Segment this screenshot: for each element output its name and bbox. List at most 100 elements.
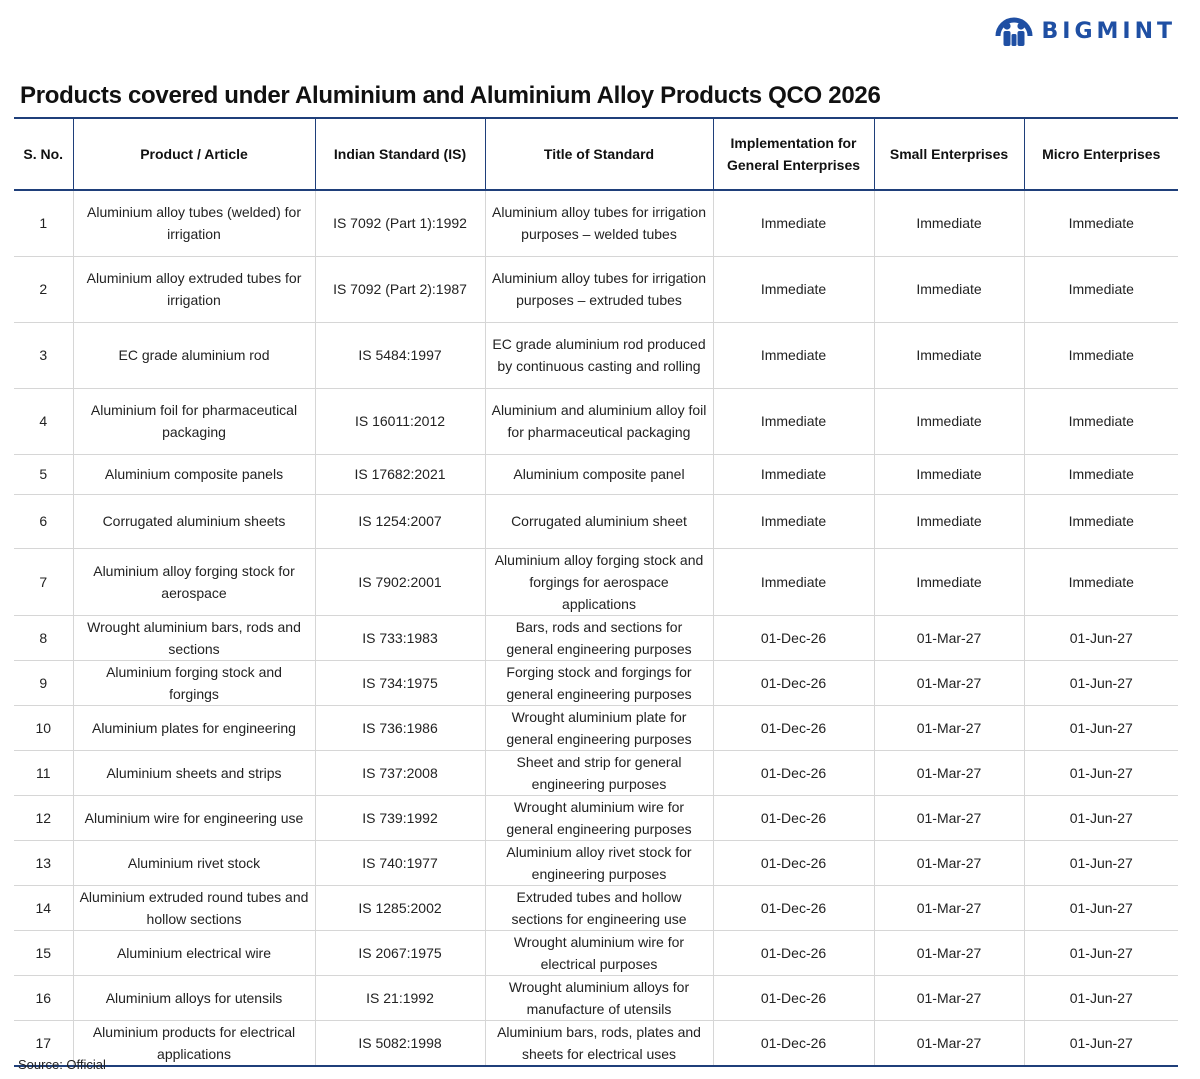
cell-product: Corrugated aluminium sheets: [72, 494, 315, 549]
cell-small-enterprises: 01-Mar-27: [873, 615, 1024, 661]
table-row: 3 EC grade aluminium rod IS 5484:1997 EC gr…: [14, 322, 1178, 389]
cell-title-of-standard: Forging stock and forgings for general e…: [484, 660, 713, 706]
cell-title-of-standard: Extruded tubes and hollow sections for e…: [484, 885, 713, 931]
table-row: 1 Aluminium alloy tubes (welded) for irri…: [14, 190, 1178, 257]
cell-general-enterprises: Immediate: [712, 388, 874, 455]
cell-indian-standard: IS 737:2008: [314, 750, 485, 796]
cell-sno: 2: [14, 256, 73, 323]
cell-micro-enterprises: 01-Jun-27: [1023, 885, 1178, 931]
cell-sno: 10: [14, 705, 73, 751]
cell-general-enterprises: Immediate: [712, 454, 874, 495]
qco-products-table: S. No. Product / Article Indian Standard…: [14, 117, 1178, 1067]
cell-sno: 16: [14, 975, 73, 1021]
source-note: Source: Official: [18, 1057, 106, 1072]
cell-title-of-standard: Bars, rods and sections for general engi…: [484, 615, 713, 661]
cell-title-of-standard: Aluminium alloy tubes for irrigation pur…: [484, 190, 713, 257]
cell-indian-standard: IS 5484:1997: [314, 322, 485, 389]
table-header-row: S. No. Product / Article Indian Standard…: [14, 117, 1178, 191]
cell-micro-enterprises: Immediate: [1023, 388, 1178, 455]
cell-small-enterprises: Immediate: [873, 454, 1024, 495]
cell-product: Aluminium composite panels: [72, 454, 315, 495]
header-micro-enterprises: Micro Enterprises: [1023, 117, 1178, 191]
cell-indian-standard: IS 17682:2021: [314, 454, 485, 495]
cell-product: Aluminium alloy extruded tubes for irrig…: [72, 256, 315, 323]
cell-product: Aluminium rivet stock: [72, 840, 315, 886]
cell-sno: 11: [14, 750, 73, 796]
cell-general-enterprises: 01-Dec-26: [712, 1020, 874, 1067]
cell-indian-standard: IS 7092 (Part 2):1987: [314, 256, 485, 323]
table-row: 17 Aluminium products for electrical appl…: [14, 1020, 1178, 1067]
table-row: 11 Aluminium sheets and strips IS 737:2008…: [14, 750, 1178, 796]
cell-general-enterprises: 01-Dec-26: [712, 660, 874, 706]
cell-product: Aluminium plates for engineering: [72, 705, 315, 751]
cell-product: Aluminium extruded round tubes and hollo…: [72, 885, 315, 931]
cell-small-enterprises: 01-Mar-27: [873, 885, 1024, 931]
table-row: 5 Aluminium composite panels IS 17682:2021…: [14, 454, 1178, 495]
cell-small-enterprises: Immediate: [873, 322, 1024, 389]
cell-title-of-standard: Corrugated aluminium sheet: [484, 494, 713, 549]
cell-sno: 5: [14, 454, 73, 495]
cell-indian-standard: IS 7902:2001: [314, 548, 485, 616]
cell-sno: 6: [14, 494, 73, 549]
table-row: 16 Aluminium alloys for utensils IS 21:199…: [14, 975, 1178, 1021]
cell-small-enterprises: 01-Mar-27: [873, 660, 1024, 706]
cell-title-of-standard: Aluminium alloy forging stock and forgin…: [484, 548, 713, 616]
cell-indian-standard: IS 736:1986: [314, 705, 485, 751]
cell-general-enterprises: Immediate: [712, 548, 874, 616]
cell-general-enterprises: Immediate: [712, 190, 874, 257]
table-row: 9 Aluminium forging stock and forgings IS …: [14, 660, 1178, 706]
cell-title-of-standard: Aluminium alloy rivet stock for engineer…: [484, 840, 713, 886]
cell-micro-enterprises: 01-Jun-27: [1023, 660, 1178, 706]
cell-sno: 15: [14, 930, 73, 976]
cell-micro-enterprises: 01-Jun-27: [1023, 750, 1178, 796]
cell-sno: 17: [14, 1020, 73, 1067]
cell-small-enterprises: 01-Mar-27: [873, 975, 1024, 1021]
bigmint-logo-icon: [995, 17, 1033, 46]
cell-general-enterprises: 01-Dec-26: [712, 885, 874, 931]
cell-general-enterprises: 01-Dec-26: [712, 840, 874, 886]
cell-title-of-standard: Wrought aluminium wire for electrical pu…: [484, 930, 713, 976]
cell-product: Aluminium products for electrical applic…: [72, 1020, 315, 1067]
header-general-enterprises: Implementation for General Enterprises: [712, 117, 875, 191]
cell-title-of-standard: EC grade aluminium rod produced by conti…: [484, 322, 713, 389]
table-row: 10 Aluminium plates for engineering IS 736…: [14, 705, 1178, 751]
cell-product: Aluminium alloy tubes (welded) for irrig…: [72, 190, 315, 257]
header-sno: S. No.: [14, 117, 74, 191]
table-row: 14 Aluminium extruded round tubes and hol…: [14, 885, 1178, 931]
cell-title-of-standard: Aluminium composite panel: [484, 454, 713, 495]
cell-product: Aluminium sheets and strips: [72, 750, 315, 796]
cell-general-enterprises: 01-Dec-26: [712, 750, 874, 796]
cell-indian-standard: IS 739:1992: [314, 795, 485, 841]
table-row: 15 Aluminium electrical wire IS 2067:1975 W…: [14, 930, 1178, 976]
cell-general-enterprises: 01-Dec-26: [712, 930, 874, 976]
cell-product: Aluminium alloys for utensils: [72, 975, 315, 1021]
cell-title-of-standard: Wrought aluminium plate for general engi…: [484, 705, 713, 751]
cell-sno: 1: [14, 190, 73, 257]
brand-name: BIGMINT: [1041, 18, 1176, 44]
cell-sno: 14: [14, 885, 73, 931]
cell-general-enterprises: 01-Dec-26: [712, 795, 874, 841]
brand-logo: BIGMINT: [995, 14, 1176, 48]
cell-title-of-standard: Aluminium and aluminium alloy foil for p…: [484, 388, 713, 455]
cell-product: Wrought aluminium bars, rods and section…: [72, 615, 315, 661]
cell-indian-standard: IS 21:1992: [314, 975, 485, 1021]
cell-small-enterprises: 01-Mar-27: [873, 1020, 1024, 1067]
header-indian-standard: Indian Standard (IS): [314, 117, 486, 191]
cell-indian-standard: IS 2067:1975: [314, 930, 485, 976]
cell-sno: 13: [14, 840, 73, 886]
cell-small-enterprises: Immediate: [873, 548, 1024, 616]
cell-general-enterprises: 01-Dec-26: [712, 705, 874, 751]
cell-indian-standard: IS 16011:2012: [314, 388, 485, 455]
cell-sno: 8: [14, 615, 73, 661]
cell-title-of-standard: Aluminium bars, rods, plates and sheets …: [484, 1020, 713, 1067]
cell-micro-enterprises: 01-Jun-27: [1023, 840, 1178, 886]
cell-micro-enterprises: 01-Jun-27: [1023, 705, 1178, 751]
cell-small-enterprises: Immediate: [873, 388, 1024, 455]
cell-product: Aluminium forging stock and forgings: [72, 660, 315, 706]
cell-indian-standard: IS 740:1977: [314, 840, 485, 886]
cell-product: Aluminium wire for engineering use: [72, 795, 315, 841]
header-product: Product / Article: [72, 117, 316, 191]
cell-title-of-standard: Sheet and strip for general engineering …: [484, 750, 713, 796]
cell-micro-enterprises: 01-Jun-27: [1023, 930, 1178, 976]
cell-sno: 12: [14, 795, 73, 841]
